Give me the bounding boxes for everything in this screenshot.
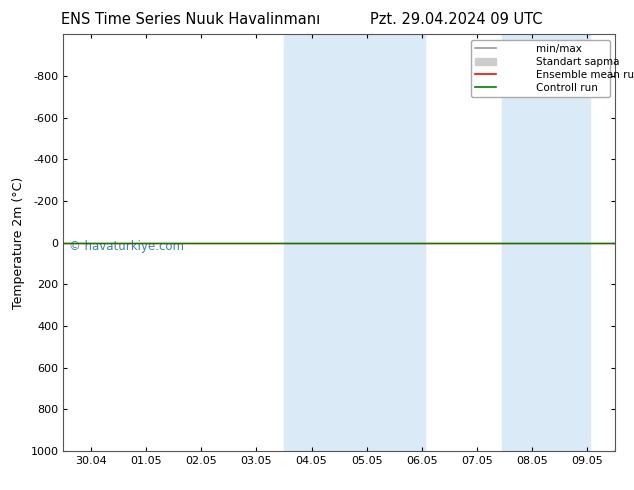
Text: ENS Time Series Nuuk Havalinmanı: ENS Time Series Nuuk Havalinmanı: [61, 12, 320, 27]
Legend: min/max, Standart sapma, Ensemble mean run, Controll run: min/max, Standart sapma, Ensemble mean r…: [470, 40, 610, 97]
Bar: [502, 34, 590, 451]
Bar: [284, 34, 425, 451]
Text: © havaturkiye.com: © havaturkiye.com: [69, 241, 184, 253]
Y-axis label: Temperature 2m (°C): Temperature 2m (°C): [12, 176, 25, 309]
Text: Pzt. 29.04.2024 09 UTC: Pzt. 29.04.2024 09 UTC: [370, 12, 543, 27]
